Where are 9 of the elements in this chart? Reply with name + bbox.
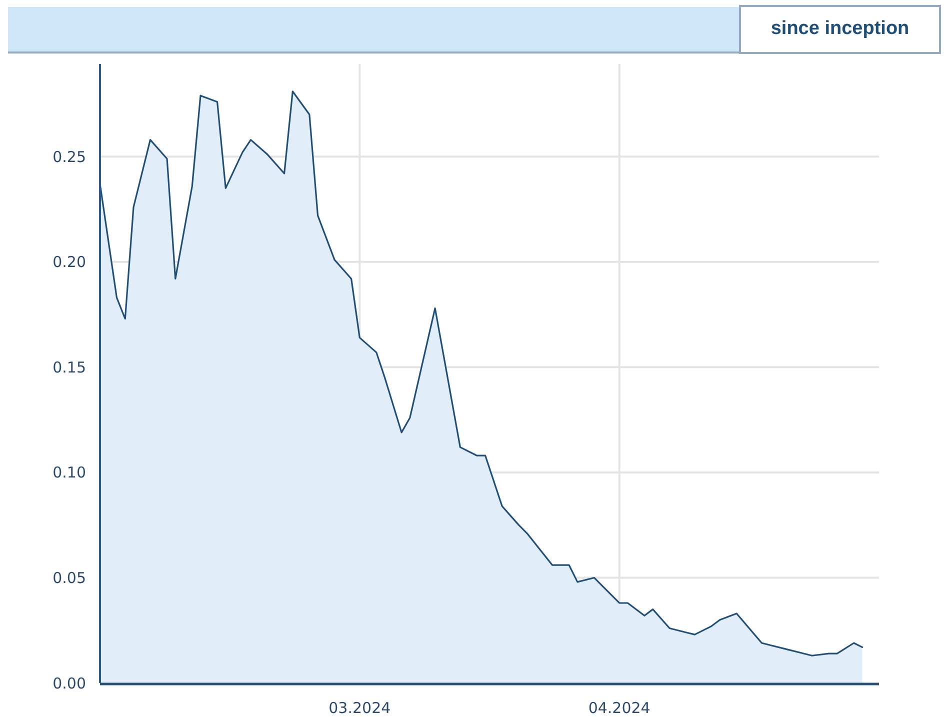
y-tick-label: 0.25	[52, 148, 86, 166]
x-tick-label: 03.2024	[328, 699, 391, 717]
text: since inception	[770, 18, 910, 39]
y-tick-label: 0.20	[52, 253, 86, 272]
y-tick-label: 0.00	[52, 674, 86, 692]
y-tick-label: 0.10	[52, 464, 86, 482]
y-tick-label: 0.05	[52, 568, 86, 587]
y-tick-label: 0.15	[52, 358, 86, 376]
x-tick-label: 04.2024	[588, 699, 650, 717]
